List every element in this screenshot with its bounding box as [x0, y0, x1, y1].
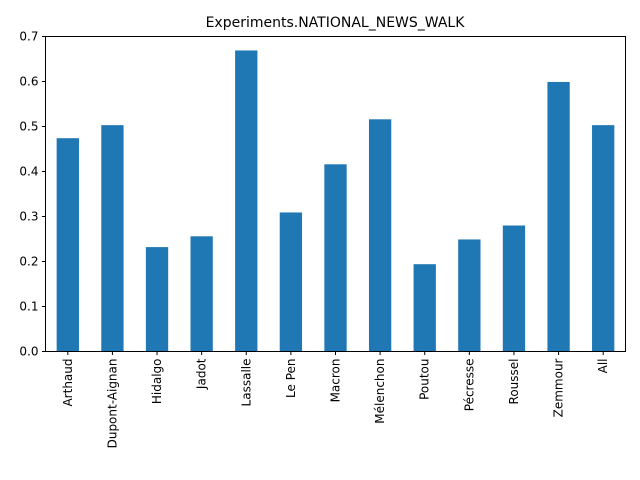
- y-tick-label: 0.7: [19, 30, 38, 44]
- y-tick-label: 0.0: [19, 345, 38, 359]
- x-tick-label: Macron: [329, 359, 343, 403]
- bars-group: [56, 50, 615, 352]
- x-tick-label: Lassalle: [239, 359, 253, 407]
- chart-title: Experiments.NATIONAL_NEWS_WALK: [206, 15, 466, 31]
- x-axis: Arthaud Dupont-Aignan Hidalgo Jadot Lassalle…: [61, 351, 610, 449]
- bar-all: [592, 125, 615, 352]
- x-tick-label: Mélenchon: [373, 359, 387, 424]
- y-axis: 0.0 0.1 0.2 0.3 0.4 0.5 0.6 0.7: [19, 30, 46, 359]
- x-tick-label: Dupont-Aignan: [105, 359, 119, 449]
- plot-frame: [45, 36, 626, 352]
- bar-poutou: [413, 264, 436, 352]
- x-tick-label: Hidalgo: [150, 359, 164, 405]
- bar-dupont-aignan: [101, 125, 124, 352]
- bar-zemmour: [547, 81, 570, 352]
- y-tick-label: 0.3: [19, 210, 38, 224]
- x-tick-label: Arthaud: [61, 359, 75, 407]
- x-tick-label: Le Pen: [284, 359, 298, 398]
- x-tick-label: All: [596, 359, 610, 374]
- x-tick-label: Poutou: [418, 359, 432, 400]
- x-tick-label: Zemmour: [552, 358, 566, 417]
- bar-hidalgo: [145, 247, 169, 352]
- y-tick-label: 0.2: [19, 255, 38, 269]
- bar-roussel: [502, 225, 526, 352]
- bar-lassalle: [235, 50, 258, 352]
- x-tick-label: Roussel: [507, 359, 521, 405]
- bar-jadot: [190, 236, 213, 352]
- x-tick-label: Pécresse: [462, 359, 476, 412]
- bar-le-pen: [279, 212, 303, 352]
- bar-p-cresse: [458, 239, 481, 352]
- y-tick-label: 0.5: [19, 120, 38, 134]
- y-tick-label: 0.4: [19, 165, 38, 179]
- y-tick-label: 0.6: [19, 75, 38, 89]
- bar-macron: [324, 164, 347, 352]
- bar-arthaud: [56, 138, 79, 352]
- y-tick-label: 0.1: [19, 300, 38, 314]
- bar-m-lenchon: [368, 119, 392, 352]
- x-tick-label: Jadot: [195, 358, 209, 390]
